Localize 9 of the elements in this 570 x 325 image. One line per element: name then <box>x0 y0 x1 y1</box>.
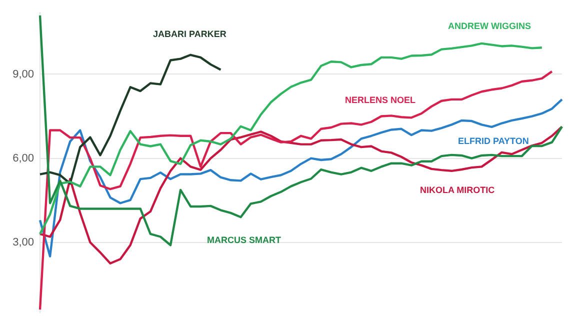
series-label: NERLENS NOEL <box>345 94 416 105</box>
series-label: ELFRID PAYTON <box>458 136 529 146</box>
text: JABARI PARKER <box>153 28 227 39</box>
y-tick-label: 9,00 <box>12 68 34 80</box>
text: NIKOLA MIROTIC <box>420 184 496 195</box>
series-label: ANDREW WIGGINS <box>448 20 531 31</box>
y-tick-label: 3,00 <box>12 236 34 248</box>
y-tick-label: 6,00 <box>12 152 34 164</box>
text: MARCUS SMART <box>207 234 282 245</box>
